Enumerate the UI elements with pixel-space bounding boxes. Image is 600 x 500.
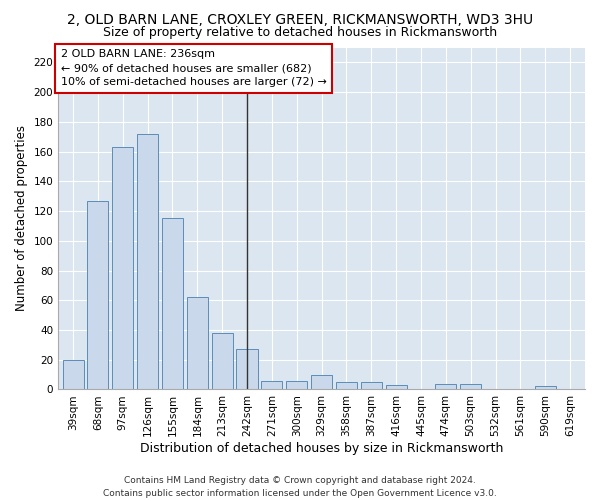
Bar — [336, 382, 357, 390]
Bar — [361, 382, 382, 390]
Bar — [236, 350, 257, 390]
Bar — [88, 200, 109, 390]
Text: Contains HM Land Registry data © Crown copyright and database right 2024.
Contai: Contains HM Land Registry data © Crown c… — [103, 476, 497, 498]
Bar — [212, 333, 233, 390]
Bar — [62, 360, 83, 390]
Bar — [162, 218, 183, 390]
Bar — [187, 298, 208, 390]
Bar — [460, 384, 481, 390]
Bar — [435, 384, 457, 390]
Bar — [286, 380, 307, 390]
Bar — [535, 386, 556, 390]
Bar — [262, 380, 283, 390]
Bar — [137, 134, 158, 390]
Y-axis label: Number of detached properties: Number of detached properties — [15, 126, 28, 312]
Text: 2 OLD BARN LANE: 236sqm
← 90% of detached houses are smaller (682)
10% of semi-d: 2 OLD BARN LANE: 236sqm ← 90% of detache… — [61, 49, 326, 87]
Bar — [112, 147, 133, 390]
Bar — [386, 385, 407, 390]
Bar — [311, 374, 332, 390]
Text: 2, OLD BARN LANE, CROXLEY GREEN, RICKMANSWORTH, WD3 3HU: 2, OLD BARN LANE, CROXLEY GREEN, RICKMAN… — [67, 12, 533, 26]
Text: Size of property relative to detached houses in Rickmansworth: Size of property relative to detached ho… — [103, 26, 497, 39]
X-axis label: Distribution of detached houses by size in Rickmansworth: Distribution of detached houses by size … — [140, 442, 503, 455]
